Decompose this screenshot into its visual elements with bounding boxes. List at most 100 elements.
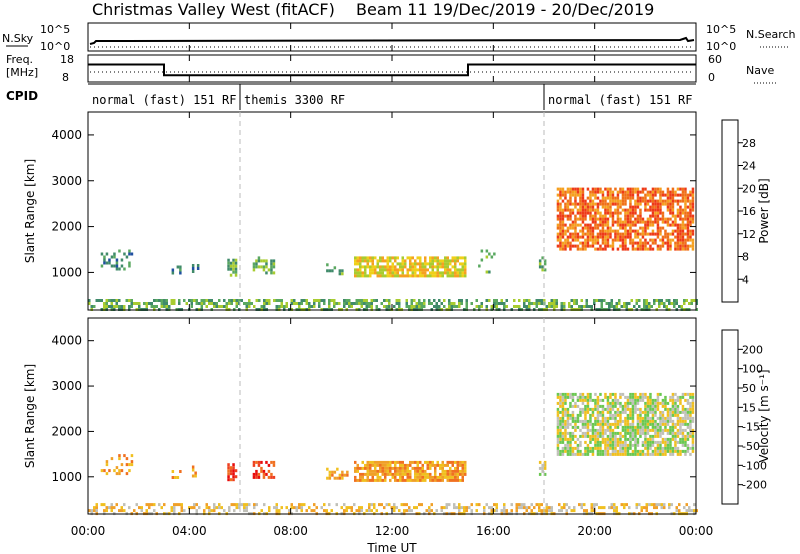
data-cell [651,422,655,426]
data-cell [604,446,607,450]
data-cell [404,265,407,269]
data-cell [323,509,326,513]
data-cell [575,299,578,302]
data-cell [414,271,417,275]
data-cell [604,431,607,435]
data-cell [515,509,518,513]
y-tick-label: 2000 [51,424,82,438]
data-cell [604,452,607,456]
data-cell [465,506,468,510]
data-cell [639,190,642,194]
data-cell [573,302,576,305]
data-cell [233,503,236,507]
data-cell [619,413,622,417]
data-cell [454,259,457,263]
data-cell [566,443,570,447]
data-cell [576,187,580,191]
data-cell [404,478,407,482]
data-cell [381,478,384,482]
data-cell [430,503,433,507]
data-cell [408,509,411,513]
data-cell [659,238,662,242]
data-cell [601,428,605,432]
data-cell [661,217,665,221]
data-cell [220,506,223,510]
data-cell [634,232,637,236]
data-cell [375,299,378,302]
data-cell [651,193,655,197]
data-cell [416,469,419,473]
data-cell [205,503,208,507]
data-cell [583,503,586,507]
data-cell [369,259,372,263]
data-cell [548,302,551,305]
data-cell [556,392,560,396]
data-cell [561,398,565,402]
data-cell [639,208,642,212]
data-cell [624,211,627,215]
data-cell [270,268,273,272]
data-cell [569,193,572,197]
data-cell [646,437,650,441]
data-cell [684,244,687,248]
data-cell [409,268,412,272]
data-cell [441,475,444,479]
data-cell [591,244,595,248]
data-cell [415,302,418,305]
data-cell [571,190,575,194]
data-cell [601,247,605,251]
data-cell [364,478,367,482]
data-cell [674,443,677,447]
data-cell [401,469,404,473]
data-cell [399,463,402,467]
data-cell [408,305,411,308]
data-cell [446,475,449,479]
data-cell [689,205,692,209]
data-cell [561,452,565,456]
data-cell [227,472,230,476]
data-cell [581,229,585,233]
data-cell [399,472,402,476]
data-cell [651,425,655,429]
data-cell [564,419,567,423]
data-cell [227,463,230,467]
data-cell [616,190,620,194]
x-tick-label: 00:00 [679,524,714,538]
data-cell [656,443,660,447]
colorbar-tick-label: 8 [742,251,749,264]
data-cell [556,431,560,435]
data-cell [584,205,587,209]
data-cell [270,271,273,275]
data-cell [675,299,678,302]
data-cell [391,268,394,272]
data-cell [441,460,444,464]
data-cell [651,214,655,218]
data-cell [664,220,667,224]
data-cell [636,202,640,206]
data-cell [550,509,553,513]
data-cell [589,199,592,203]
data-cell [233,509,236,513]
data-cell [601,190,605,194]
data-cell [604,428,607,432]
data-cell [674,407,677,411]
data-cell [257,265,261,269]
data-cell [227,258,230,262]
data-cell [232,264,235,268]
data-cell [654,449,657,453]
data-cell [459,268,462,272]
data-cell [569,223,572,227]
data-cell [563,302,566,305]
data-cell [368,509,371,513]
data-cell [604,220,607,224]
data-cell [684,217,687,221]
data-cell [500,509,503,513]
data-cell [574,425,577,429]
data-cell [636,244,640,248]
data-cell [346,470,349,474]
data-cell [659,440,662,444]
y-tick-label: 3000 [51,379,82,393]
data-cell [459,460,462,464]
data-cell [465,299,468,302]
data-cell [103,255,106,259]
